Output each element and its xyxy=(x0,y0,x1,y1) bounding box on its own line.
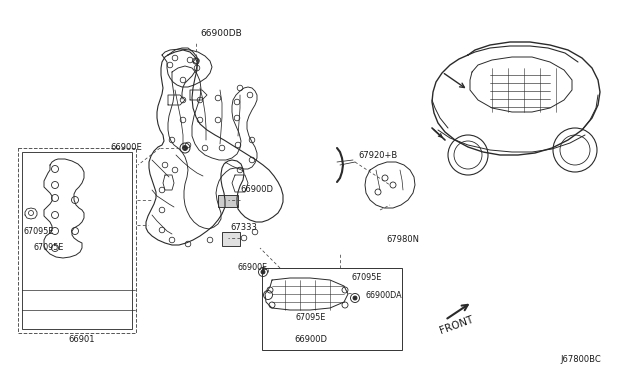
Text: 66900D: 66900D xyxy=(294,336,327,344)
Text: 67095E: 67095E xyxy=(33,244,63,253)
Text: 67980N: 67980N xyxy=(386,235,419,244)
Circle shape xyxy=(353,296,357,300)
Text: 67333: 67333 xyxy=(230,224,257,232)
Text: 66900DA: 66900DA xyxy=(365,291,402,299)
Text: 67920+B: 67920+B xyxy=(358,151,397,160)
Text: 66901: 66901 xyxy=(68,336,95,344)
Bar xyxy=(218,195,238,207)
Text: 66900D: 66900D xyxy=(240,186,273,195)
Text: 67095E: 67095E xyxy=(352,273,382,282)
Text: 67095E: 67095E xyxy=(295,314,325,323)
Bar xyxy=(222,232,240,246)
Circle shape xyxy=(182,145,188,151)
Circle shape xyxy=(261,270,265,274)
Bar xyxy=(262,268,402,350)
Text: 67095E: 67095E xyxy=(23,228,53,237)
Text: J67800BC: J67800BC xyxy=(560,356,601,365)
Text: 66900E: 66900E xyxy=(110,142,141,151)
Bar xyxy=(18,148,136,333)
Bar xyxy=(22,152,132,329)
Text: 66900E: 66900E xyxy=(238,263,268,273)
Text: 66900DB: 66900DB xyxy=(200,29,242,38)
Text: FRONT: FRONT xyxy=(438,314,474,336)
